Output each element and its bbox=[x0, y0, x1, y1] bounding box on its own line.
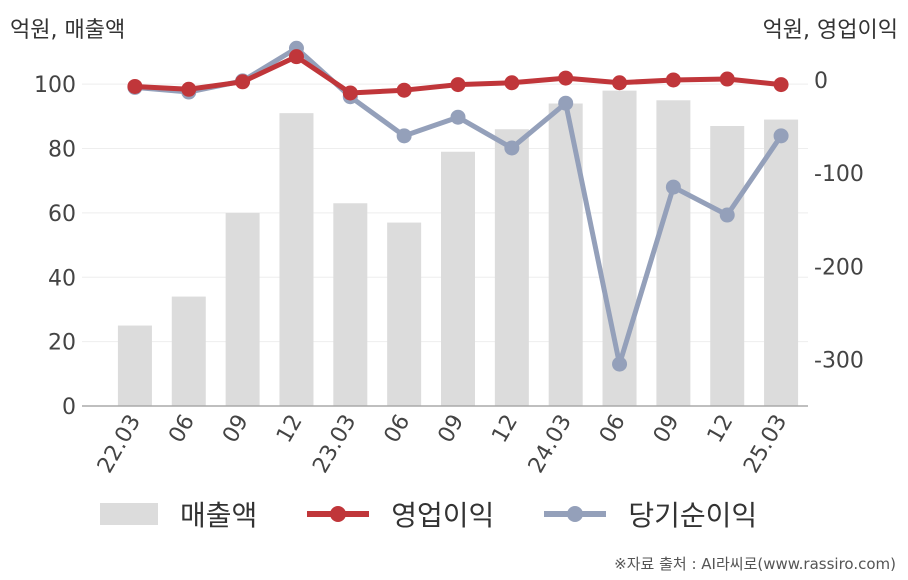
right-axis-ticks: 0 -100 -200 -300 bbox=[814, 69, 864, 373]
operating-profit-point bbox=[612, 75, 628, 91]
net-income-point bbox=[450, 109, 466, 125]
legend-swatch-revenue bbox=[100, 503, 158, 525]
operating-profit-point bbox=[127, 78, 143, 94]
net-income-point bbox=[396, 128, 412, 144]
operating-profit-point bbox=[719, 71, 735, 87]
revenue-bar bbox=[710, 126, 745, 406]
net-income-point bbox=[665, 179, 681, 195]
revenue-bar bbox=[279, 113, 314, 407]
operating-profit-point bbox=[288, 49, 304, 65]
x-tick-label: 12 bbox=[272, 411, 308, 448]
left-axis-unit: 억원, 매출액 bbox=[10, 18, 126, 43]
source-note: ※자료 출처 : AI라씨로(www.rassiro.com) bbox=[614, 555, 896, 573]
revenue-bars bbox=[117, 90, 799, 407]
left-tick-label: 60 bbox=[48, 202, 76, 227]
x-tick-label: 25.03 bbox=[739, 411, 792, 478]
operating-profit-point bbox=[665, 72, 681, 88]
left-tick-label: 20 bbox=[48, 331, 76, 356]
operating-profit-point bbox=[396, 82, 412, 98]
left-tick-label: 40 bbox=[48, 266, 76, 291]
x-tick-label: 09 bbox=[218, 411, 254, 448]
net-income-point bbox=[504, 140, 520, 156]
revenue-bar bbox=[225, 212, 260, 406]
net-income-point bbox=[612, 356, 628, 372]
operating-profit-point bbox=[342, 85, 358, 101]
right-tick-label: -200 bbox=[814, 255, 864, 280]
x-tick-label: 12 bbox=[703, 411, 739, 448]
left-tick-label: 80 bbox=[48, 138, 76, 163]
operating-profit-point bbox=[504, 75, 520, 91]
right-axis-unit: 억원, 영업이익 bbox=[762, 18, 898, 43]
x-tick-label: 06 bbox=[595, 411, 631, 448]
left-tick-label: 0 bbox=[62, 395, 76, 420]
revenue-bar bbox=[441, 151, 475, 406]
left-tick-label: 100 bbox=[34, 73, 76, 98]
revenue-bar bbox=[656, 100, 691, 406]
operating-profit-point bbox=[773, 77, 789, 93]
revenue-bar bbox=[171, 296, 206, 406]
revenue-bar bbox=[387, 222, 422, 406]
profit-lines bbox=[127, 40, 789, 372]
revenue-bar bbox=[333, 203, 368, 406]
right-tick-label: 0 bbox=[814, 69, 828, 94]
x-tick-label: 06 bbox=[380, 411, 416, 448]
legend-swatch-operating-profit bbox=[307, 503, 370, 525]
revenue-bar bbox=[117, 325, 152, 406]
right-tick-label: -100 bbox=[814, 162, 864, 187]
legend-label-revenue: 매출액 bbox=[180, 499, 258, 532]
revenue-bar bbox=[764, 119, 799, 406]
x-axis-ticks: 22.03 06 09 12 23.03 06 09 12 24.03 06 09 12 25.03 bbox=[93, 411, 792, 478]
operating-profit-point bbox=[450, 77, 466, 93]
legend-swatch-net-income bbox=[544, 503, 607, 525]
net-income-point bbox=[773, 128, 789, 144]
legend-item-operating-profit: 영업이익 bbox=[307, 494, 494, 534]
legend-item-revenue: 매출액 bbox=[100, 494, 257, 534]
revenue-bar bbox=[494, 129, 529, 406]
operating-profit-point bbox=[235, 74, 251, 90]
x-tick-label: 09 bbox=[649, 411, 685, 448]
operating-profit-point bbox=[181, 81, 197, 97]
legend-item-net-income: 당기순이익 bbox=[544, 494, 757, 534]
net-income-point bbox=[719, 207, 735, 223]
net-income-point bbox=[558, 95, 574, 111]
x-tick-label: 23.03 bbox=[308, 411, 361, 478]
x-tick-label: 24.03 bbox=[524, 411, 577, 478]
x-tick-label: 12 bbox=[487, 411, 523, 448]
left-axis-ticks: 0 20 40 60 80 100 bbox=[34, 73, 76, 420]
operating-profit-point bbox=[558, 70, 574, 86]
right-tick-label: -300 bbox=[814, 348, 864, 373]
legend-label-operating-profit: 영업이익 bbox=[391, 499, 495, 532]
x-tick-label: 06 bbox=[164, 411, 200, 448]
x-tick-label: 09 bbox=[434, 411, 470, 448]
x-tick-label: 22.03 bbox=[93, 411, 146, 478]
legend-label-net-income: 당기순이익 bbox=[628, 499, 758, 532]
legend: 매출액 영업이익 당기순이익 bbox=[100, 494, 807, 534]
